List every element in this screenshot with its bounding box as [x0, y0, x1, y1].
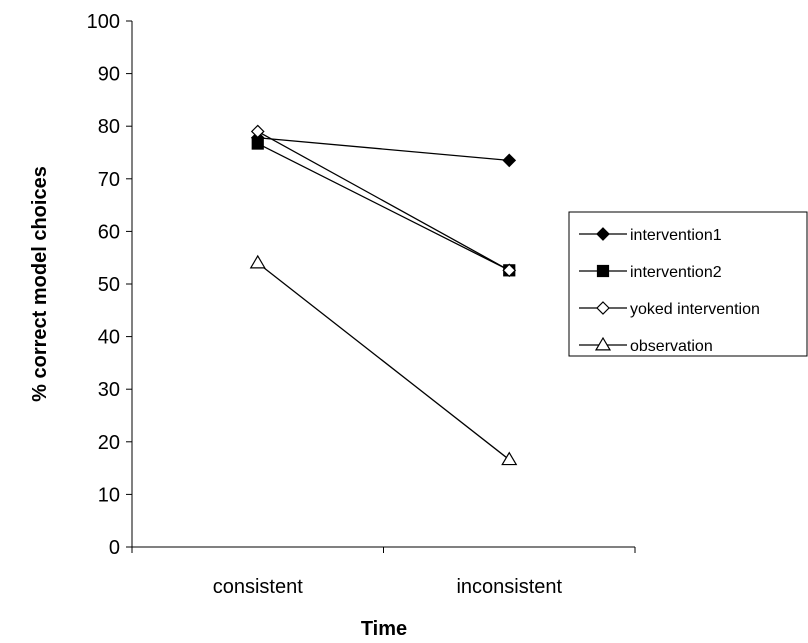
legend-label: intervention2 — [630, 264, 722, 281]
series-line — [257, 137, 510, 162]
legend-marker — [596, 264, 610, 278]
y-tick-label: 10 — [98, 484, 120, 506]
series-intervention1 — [257, 137, 510, 162]
y-tick-label: 90 — [98, 64, 120, 86]
legend-box — [568, 211, 808, 357]
legend-label: observation — [630, 338, 713, 355]
legend-marker — [596, 301, 610, 315]
x-axis-title: Time — [361, 618, 407, 640]
series-line — [257, 262, 510, 461]
x-tick-label: inconsistent — [456, 576, 562, 598]
x-axis: consistent inconsistent — [131, 546, 636, 598]
legend: intervention1 intervention2 yoked interven… — [568, 211, 808, 357]
x-ticks: consistent inconsistent — [131, 547, 636, 598]
y-tick-label: 70 — [98, 169, 120, 191]
legend-marker — [596, 227, 610, 241]
y-axis: 0 10 20 30 40 50 60 70 80 90 100 — [87, 11, 133, 559]
y-tick-label: 60 — [98, 221, 120, 243]
data-point — [502, 263, 517, 278]
legend-label: yoked intervention — [630, 301, 760, 318]
series-line — [257, 142, 510, 271]
y-ticks: 0 10 20 30 40 50 60 70 80 90 100 — [87, 11, 132, 559]
y-tick-label: 0 — [109, 537, 120, 559]
legend-label: intervention1 — [630, 227, 722, 244]
y-tick-label: 50 — [98, 274, 120, 296]
y-tick-label: 40 — [98, 327, 120, 349]
legend-item: intervention2 — [579, 264, 722, 281]
legend-item: observation — [579, 336, 713, 355]
y-tick-label: 100 — [87, 11, 120, 33]
plot-series — [249, 124, 518, 466]
series-line — [257, 130, 510, 271]
data-point — [250, 124, 265, 139]
legend-item: intervention1 — [579, 227, 722, 244]
legend-item: yoked intervention — [579, 301, 760, 318]
series-intervention2 — [257, 142, 510, 271]
y-tick-label: 20 — [98, 432, 120, 454]
data-point — [251, 137, 264, 150]
series-observation — [257, 262, 510, 461]
data-point — [502, 153, 517, 168]
y-tick-label: 30 — [98, 379, 120, 401]
data-point — [249, 254, 266, 269]
legend-marker — [594, 336, 612, 351]
data-point — [501, 451, 518, 466]
legend-items: intervention1 intervention2 yoked interven… — [579, 227, 760, 355]
series-markers — [249, 254, 518, 466]
y-tick-label: 80 — [98, 116, 120, 138]
series-yoked-intervention — [257, 130, 510, 271]
y-axis-title: % correct model choices — [29, 166, 51, 402]
x-tick-label: consistent — [213, 576, 303, 598]
series-markers — [250, 124, 517, 278]
